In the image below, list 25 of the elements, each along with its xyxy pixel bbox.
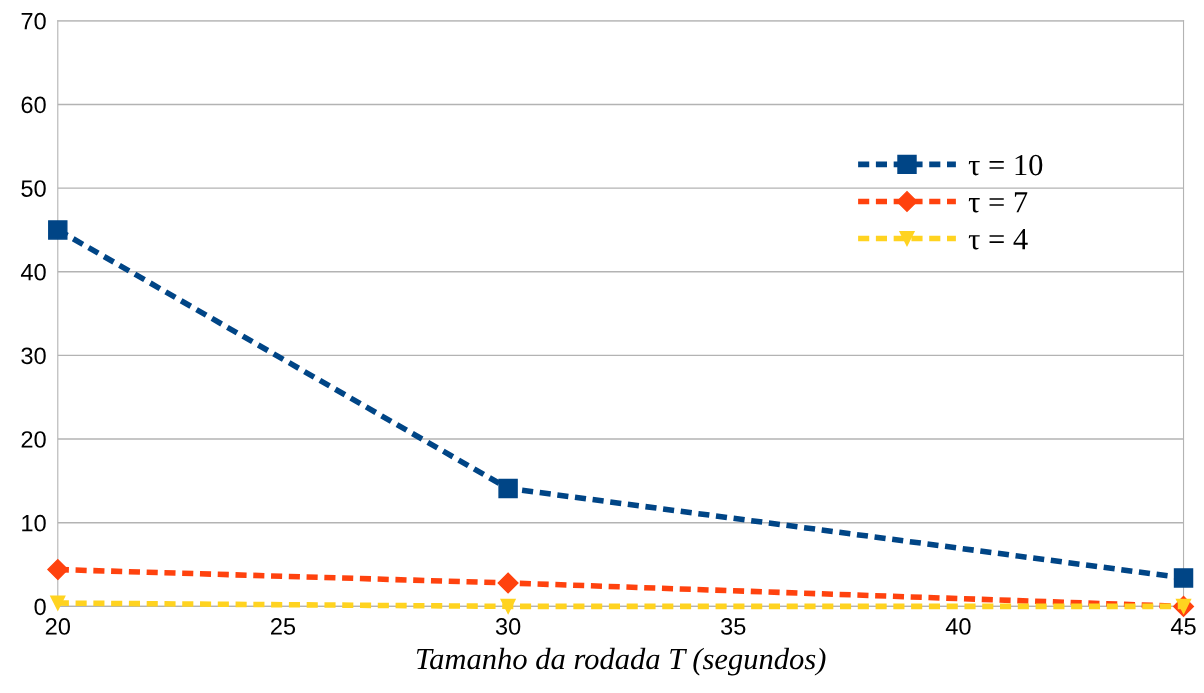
y-tick-label: 20 (21, 431, 46, 448)
legend-label: τ = 7 (968, 192, 1028, 213)
x-tick-label: 40 (945, 618, 971, 635)
y-tick-label: 40 (20, 263, 46, 281)
x-tick-label: 20 (45, 618, 70, 635)
legend-label: τ = 4 (968, 229, 1028, 250)
x-axis-title: Tamanho da rodada T (segundos) (416, 647, 826, 676)
x-tick-label: 45 (1170, 618, 1196, 635)
y-tick-label: 30 (21, 347, 46, 365)
point (497, 572, 519, 594)
legend-label: τ = 10 (968, 154, 1043, 176)
point (47, 559, 69, 581)
x-tick-label: 30 (495, 618, 521, 635)
x-tick-label: 35 (721, 618, 746, 635)
y-tick-label: 10 (22, 514, 46, 532)
y-tick-label: 70 (21, 12, 46, 30)
point (48, 220, 68, 240)
point (500, 598, 516, 615)
x-tick-label: 25 (271, 618, 296, 635)
point (50, 595, 66, 611)
point (498, 478, 518, 499)
y-tick-label: 60 (21, 96, 46, 114)
y-tick-label: 50 (21, 180, 46, 197)
point (1173, 568, 1194, 588)
y-tick-label: 0 (34, 598, 46, 616)
